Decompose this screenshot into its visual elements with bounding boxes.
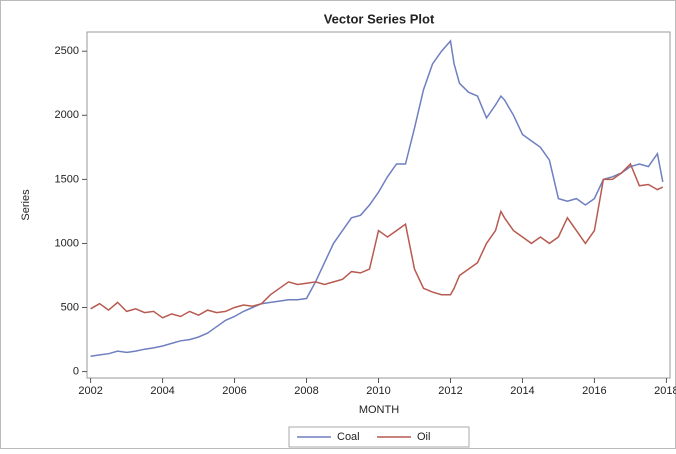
y-tick-label: 2500 xyxy=(55,45,79,57)
y-axis-label: Series xyxy=(20,189,32,221)
x-tick-label: 2012 xyxy=(438,385,462,397)
series-line xyxy=(90,39,664,357)
chart-title: Vector Series Plot xyxy=(324,11,435,26)
y-tick-label: 500 xyxy=(61,301,79,313)
x-tick-label: 2006 xyxy=(222,385,246,397)
x-tick-label: 2004 xyxy=(150,385,174,397)
series-line xyxy=(90,162,664,319)
y-tick-label: 1500 xyxy=(55,173,79,185)
x-tick-label: 2014 xyxy=(510,385,534,397)
y-tick-label: 2000 xyxy=(55,109,79,121)
x-tick-label: 2018 xyxy=(654,385,676,397)
x-tick-label: 2010 xyxy=(366,385,390,397)
x-axis-label: MONTH xyxy=(359,404,399,416)
y-tick-label: 1000 xyxy=(55,237,79,249)
x-tick-label: 2002 xyxy=(78,385,102,397)
legend-label: Coal xyxy=(337,431,360,443)
y-tick-label: 0 xyxy=(73,365,79,377)
x-tick-label: 2008 xyxy=(294,385,318,397)
legend-label: Oil xyxy=(417,431,430,443)
x-tick-label: 2016 xyxy=(582,385,606,397)
